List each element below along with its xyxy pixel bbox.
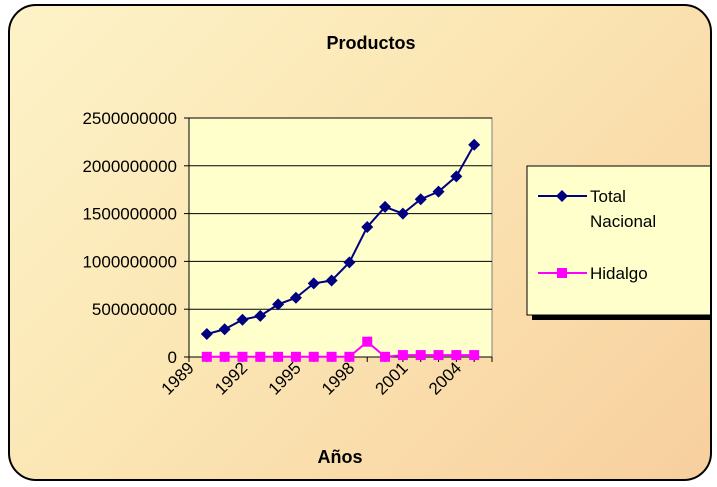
data-point-total-nacional xyxy=(432,185,445,198)
data-point-total-nacional xyxy=(379,200,392,213)
data-point-total-nacional xyxy=(289,291,302,304)
series-line-total-nacional xyxy=(206,144,476,336)
data-point-total-nacional xyxy=(254,309,267,322)
data-point-total-nacional xyxy=(218,323,231,336)
data-point-total-nacional xyxy=(200,328,213,341)
data-point-hidalgo xyxy=(219,351,230,362)
legend-box xyxy=(526,165,710,316)
data-point-hidalgo xyxy=(237,351,248,362)
data-point-total-nacional xyxy=(450,170,463,183)
data-point-hidalgo xyxy=(290,351,301,362)
x-tick-label: 1998 xyxy=(318,358,358,398)
data-point-total-nacional xyxy=(272,298,285,311)
legend-label-hidalgo: Hidalgo xyxy=(590,264,648,283)
x-axis-label: Años xyxy=(318,447,363,467)
legend: Total Nacional Hidalgo xyxy=(526,165,710,320)
x-tick-label: 2004 xyxy=(425,358,465,398)
y-tick-label: 1000000000 xyxy=(82,252,177,271)
data-point-total-nacional xyxy=(396,207,409,220)
data-point-total-nacional xyxy=(414,193,427,206)
data-point-total-nacional xyxy=(468,138,481,151)
x-tick-label: 2001 xyxy=(372,358,412,398)
series-line-hidalgo xyxy=(206,340,475,358)
legend-marker-hidalgo xyxy=(557,268,567,278)
y-tick-label: 2000000000 xyxy=(82,157,177,176)
data-point-hidalgo xyxy=(344,351,355,362)
chart-svg: Productos 0 500000000 1000000000 1500000000… xyxy=(82,33,710,467)
data-point-hidalgo xyxy=(255,351,266,362)
legend-marker-total-nacional xyxy=(556,190,568,202)
data-point-hidalgo xyxy=(415,350,426,361)
data-point-hidalgo xyxy=(469,350,480,361)
legend-label-total-nacional: Nacional xyxy=(590,212,656,231)
data-point-hidalgo xyxy=(380,351,391,362)
data-point-total-nacional xyxy=(236,313,249,326)
data-point-hidalgo xyxy=(201,351,212,362)
data-point-hidalgo xyxy=(326,351,337,362)
data-point-hidalgo xyxy=(362,336,373,347)
data-point-total-nacional xyxy=(361,220,374,233)
data-point-total-nacional xyxy=(307,277,320,290)
chart-title: Productos xyxy=(326,33,415,53)
data-point-hidalgo xyxy=(433,350,444,361)
plot-area: 0 500000000 1000000000 1500000000 2000000000… xyxy=(82,109,493,399)
data-point-total-nacional xyxy=(325,274,338,287)
y-tick-label: 1500000000 xyxy=(82,205,177,224)
x-tick-label: 1995 xyxy=(265,358,305,398)
data-point-hidalgo xyxy=(397,350,408,361)
chart-frame: Productos 0 500000000 1000000000 1500000000… xyxy=(8,4,712,481)
data-point-hidalgo xyxy=(308,351,319,362)
y-tick-label: 2500000000 xyxy=(82,109,177,128)
data-point-hidalgo xyxy=(451,350,462,361)
data-point-hidalgo xyxy=(273,351,284,362)
data-point-total-nacional xyxy=(343,256,356,269)
x-tick-label: 1989 xyxy=(158,358,198,398)
y-tick-label: 500000000 xyxy=(92,300,177,319)
x-tick-label: 1992 xyxy=(211,358,251,398)
plot-background xyxy=(188,117,493,358)
y-tick-label: 0 xyxy=(168,348,177,367)
legend-label-total-nacional: Total xyxy=(590,187,626,206)
